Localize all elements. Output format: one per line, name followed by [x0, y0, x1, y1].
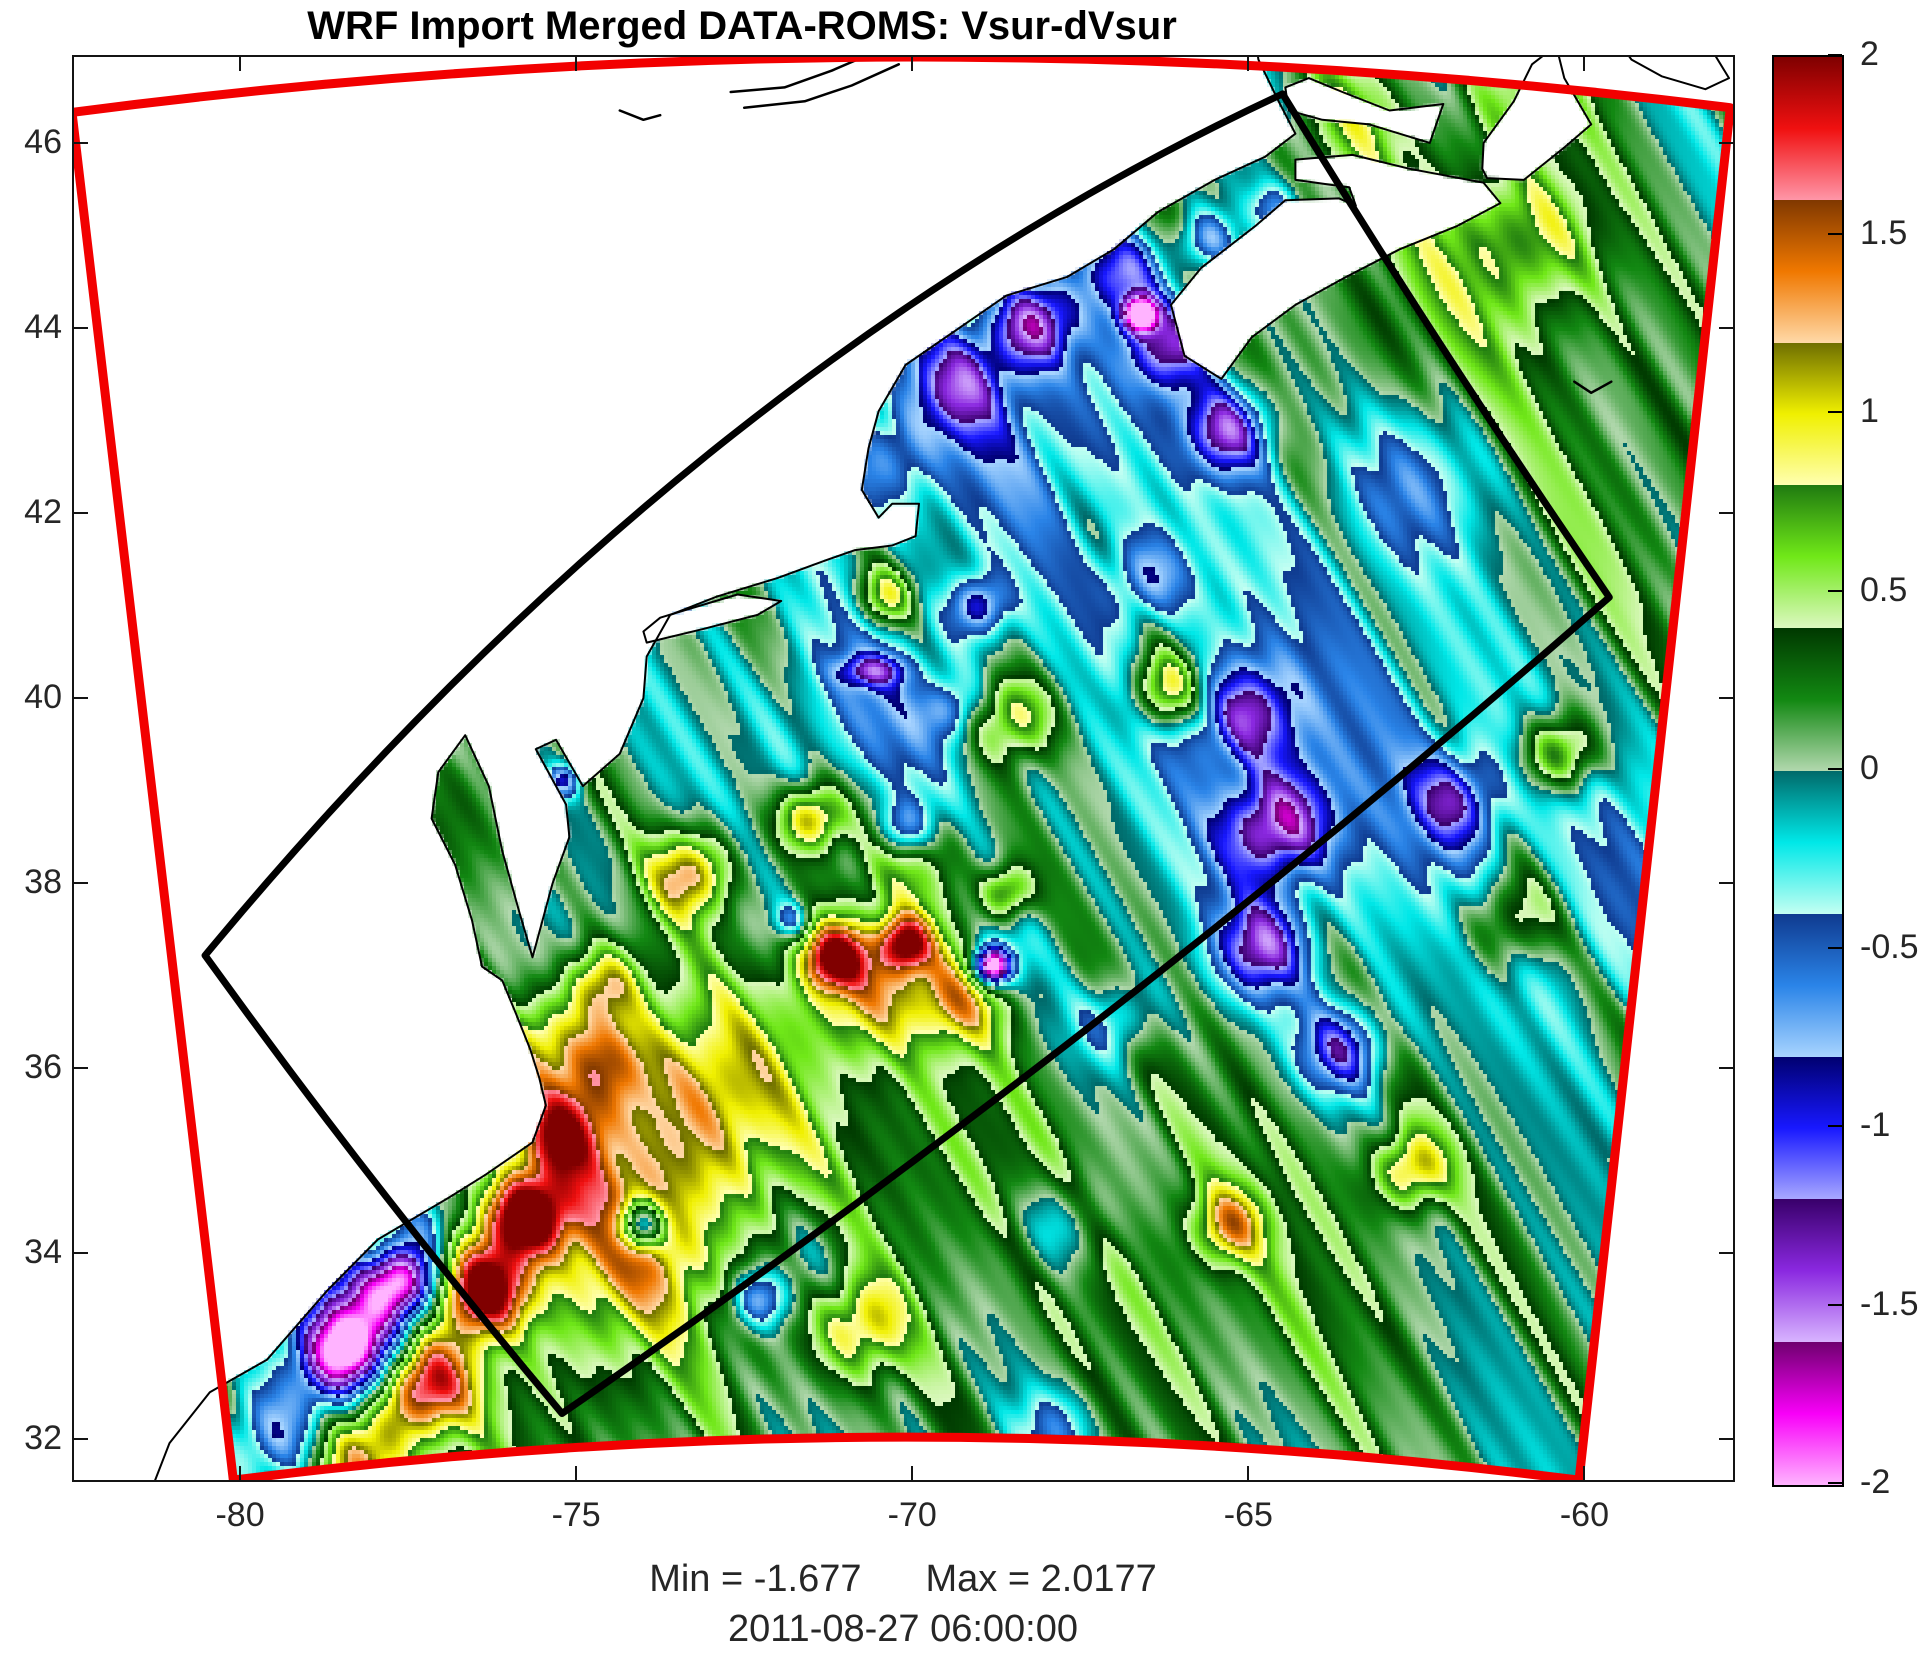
y-tick-label: 36: [24, 1048, 62, 1087]
coastline-mainland: [153, 55, 1297, 1482]
colorbar-tick-label: -0.5: [1860, 927, 1919, 966]
y-tick-right: [1719, 326, 1733, 329]
x-tick-top: [575, 57, 578, 71]
colorbar-tick: [1828, 411, 1842, 413]
colorbar-tick: [1828, 589, 1842, 592]
colorbar-tick: [1828, 1303, 1842, 1306]
colorbar-segment: [1774, 1199, 1842, 1343]
colorbar-segment: [1774, 770, 1842, 914]
colorbar-segment: [1774, 342, 1842, 486]
y-tick-label: 44: [24, 307, 62, 346]
y-tick-right: [1719, 1252, 1733, 1255]
colorbar-tick: [1828, 768, 1842, 770]
y-tick-right: [1719, 1067, 1733, 1070]
colorbar-segment: [1774, 57, 1842, 200]
colorbar-tick-label: 1.5: [1860, 213, 1908, 252]
y-tick-right: [1719, 1437, 1733, 1440]
timestamp: 2011-08-27 06:00:00: [727, 1608, 1079, 1650]
colorbar-segment: [1774, 1056, 1842, 1200]
colorbar-tick-label: 2: [1860, 35, 1879, 73]
plot-area: [72, 55, 1735, 1482]
y-tick-left: [74, 1252, 88, 1255]
y-tick-right: [1719, 697, 1733, 700]
y-tick-label: 46: [24, 122, 62, 161]
x-tick-top: [1247, 57, 1250, 71]
y-tick-left: [74, 882, 88, 885]
y-tick-label: 34: [24, 1233, 62, 1272]
x-tick-bottom: [1583, 1466, 1586, 1480]
coastline-st-lawrence-north-bank: [742, 63, 901, 109]
x-tick-label: -75: [551, 1496, 601, 1534]
x-tick-bottom: [911, 1466, 914, 1480]
coastline-st-lawrence-upper: [618, 109, 662, 122]
x-tick-top: [1583, 57, 1586, 71]
y-tick-left: [74, 1067, 88, 1070]
x-tick-label: -60: [1559, 1496, 1609, 1534]
y-tick-left: [74, 326, 88, 329]
contour-field-canvas: [72, 55, 1735, 1482]
colorbar-tick: [1828, 232, 1842, 235]
y-tick-label: 42: [24, 493, 62, 532]
y-tick-left: [74, 512, 88, 515]
colorbar-segment: [1774, 199, 1842, 343]
max-stat: Max = 2.0177: [925, 1558, 1157, 1600]
colorbar-tick: [1828, 1125, 1842, 1127]
y-tick-label: 40: [24, 678, 62, 717]
colorbar-segment: [1774, 628, 1842, 771]
wrf-domain-outline: [201, 90, 1613, 1418]
coastline-sable-island: [1573, 380, 1613, 395]
colorbar-segment: [1774, 913, 1842, 1057]
y-tick-left: [74, 697, 88, 700]
x-tick-bottom: [239, 1466, 242, 1480]
x-tick-label: -65: [1223, 1496, 1273, 1534]
map-overlay: [72, 55, 1735, 1482]
x-tick-top: [239, 57, 242, 71]
coastline-newfoundland: [1626, 55, 1730, 91]
y-tick-right: [1719, 512, 1733, 515]
x-tick-bottom: [1247, 1466, 1250, 1480]
colorbar-tick: [1828, 1482, 1842, 1484]
colorbar-tick-label: -1.5: [1860, 1284, 1919, 1323]
x-tick-label: -80: [215, 1496, 265, 1534]
stats-annotation: Min = -1.677 Max = 2.0177: [649, 1558, 1157, 1601]
colorbar-tick-label: 1: [1860, 392, 1879, 430]
coastline-prince-edward-island: [1284, 77, 1445, 144]
min-stat: Min = -1.677: [649, 1558, 862, 1600]
y-tick-right: [1719, 882, 1733, 885]
coastline-cape-breton: [1481, 55, 1593, 181]
y-tick-left: [74, 1437, 88, 1440]
coastline-long-island: [642, 593, 783, 644]
y-tick-right: [1719, 141, 1733, 144]
colorbar-tick-label: 0.5: [1860, 570, 1908, 609]
y-tick-label: 38: [24, 863, 62, 902]
roms-boundary-outline: [72, 55, 1735, 1482]
x-tick-label: -70: [887, 1496, 937, 1534]
x-tick-bottom: [575, 1466, 578, 1480]
colorbar-tick-label: -2: [1860, 1463, 1891, 1501]
colorbar-tick-label: -1: [1860, 1106, 1891, 1144]
y-tick-label: 32: [24, 1418, 62, 1457]
x-tick-top: [911, 57, 914, 71]
colorbar-segment: [1774, 485, 1842, 629]
colorbar-segment: [1774, 1342, 1842, 1485]
colorbar-tick: [1828, 946, 1842, 949]
colorbar-tick: [1828, 54, 1842, 56]
chart-title: WRF Import Merged DATA-ROMS: Vsur-dVsur: [307, 4, 1177, 48]
y-tick-left: [74, 141, 88, 144]
colorbar-tick-label: 0: [1860, 749, 1879, 787]
colorbar: [1772, 55, 1844, 1487]
coastline-nova-scotia: [1170, 153, 1502, 380]
